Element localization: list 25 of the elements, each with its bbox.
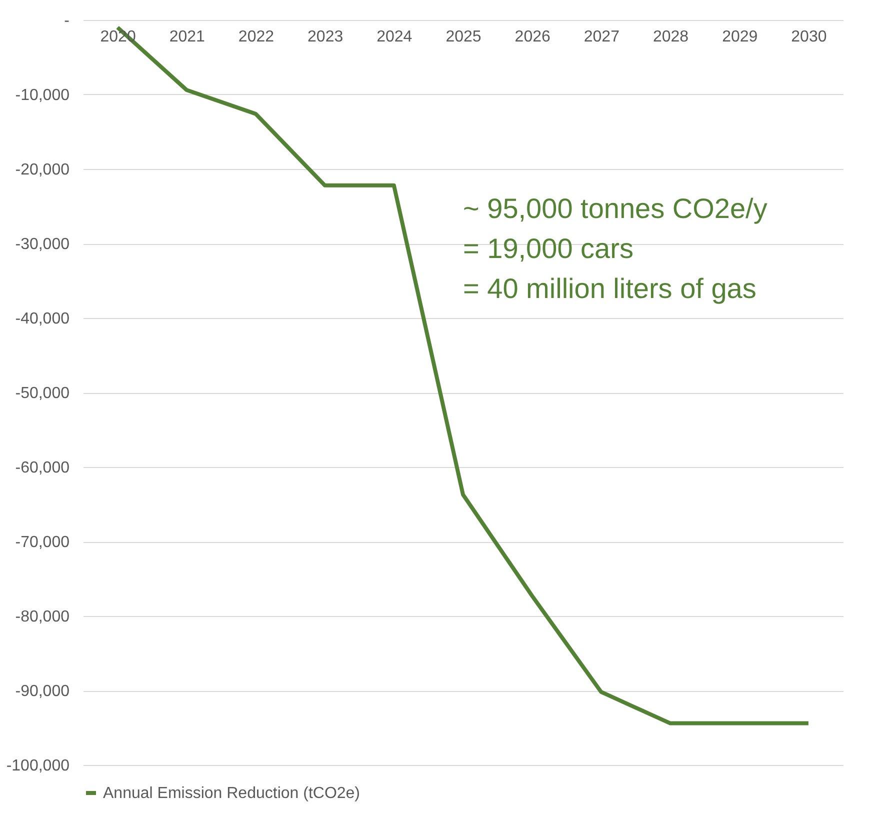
legend-label: Annual Emission Reduction (tCO2e) [103,785,360,802]
y-tick-label: -10,000 [15,87,70,104]
x-tick-label: 2025 [446,28,482,46]
x-tick-label: 2024 [376,28,412,46]
x-tick-label: 2027 [584,28,620,46]
annotation: = 40 million liters of gas [463,273,756,304]
annotation: ~ 95,000 tonnes CO2e/y [463,193,768,224]
y-tick-label: - [64,12,70,30]
y-tick-label: -40,000 [15,310,70,328]
y-tick-label: -100,000 [6,758,70,774]
y-tick-label: -20,000 [15,162,70,178]
x-tick-label: 2030 [791,28,827,46]
y-tick-label: -50,000 [15,385,70,402]
x-tick-label: 2026 [514,28,550,46]
x-tick-label: 2028 [652,28,689,46]
y-tick-label: -60,000 [15,460,70,476]
x-tick-label: 2023 [308,28,344,46]
x-tick-label: 2022 [238,28,274,46]
y-tick-label: -30,000 [15,236,70,253]
y-tick-label: -70,000 [15,534,70,551]
y-tick-label: -90,000 [15,683,70,700]
annotation: = 19,000 cars [463,233,634,264]
x-tick-label: 2029 [722,28,758,46]
y-tick-label: -80,000 [15,608,70,626]
x-tick-label: 2021 [169,28,206,46]
